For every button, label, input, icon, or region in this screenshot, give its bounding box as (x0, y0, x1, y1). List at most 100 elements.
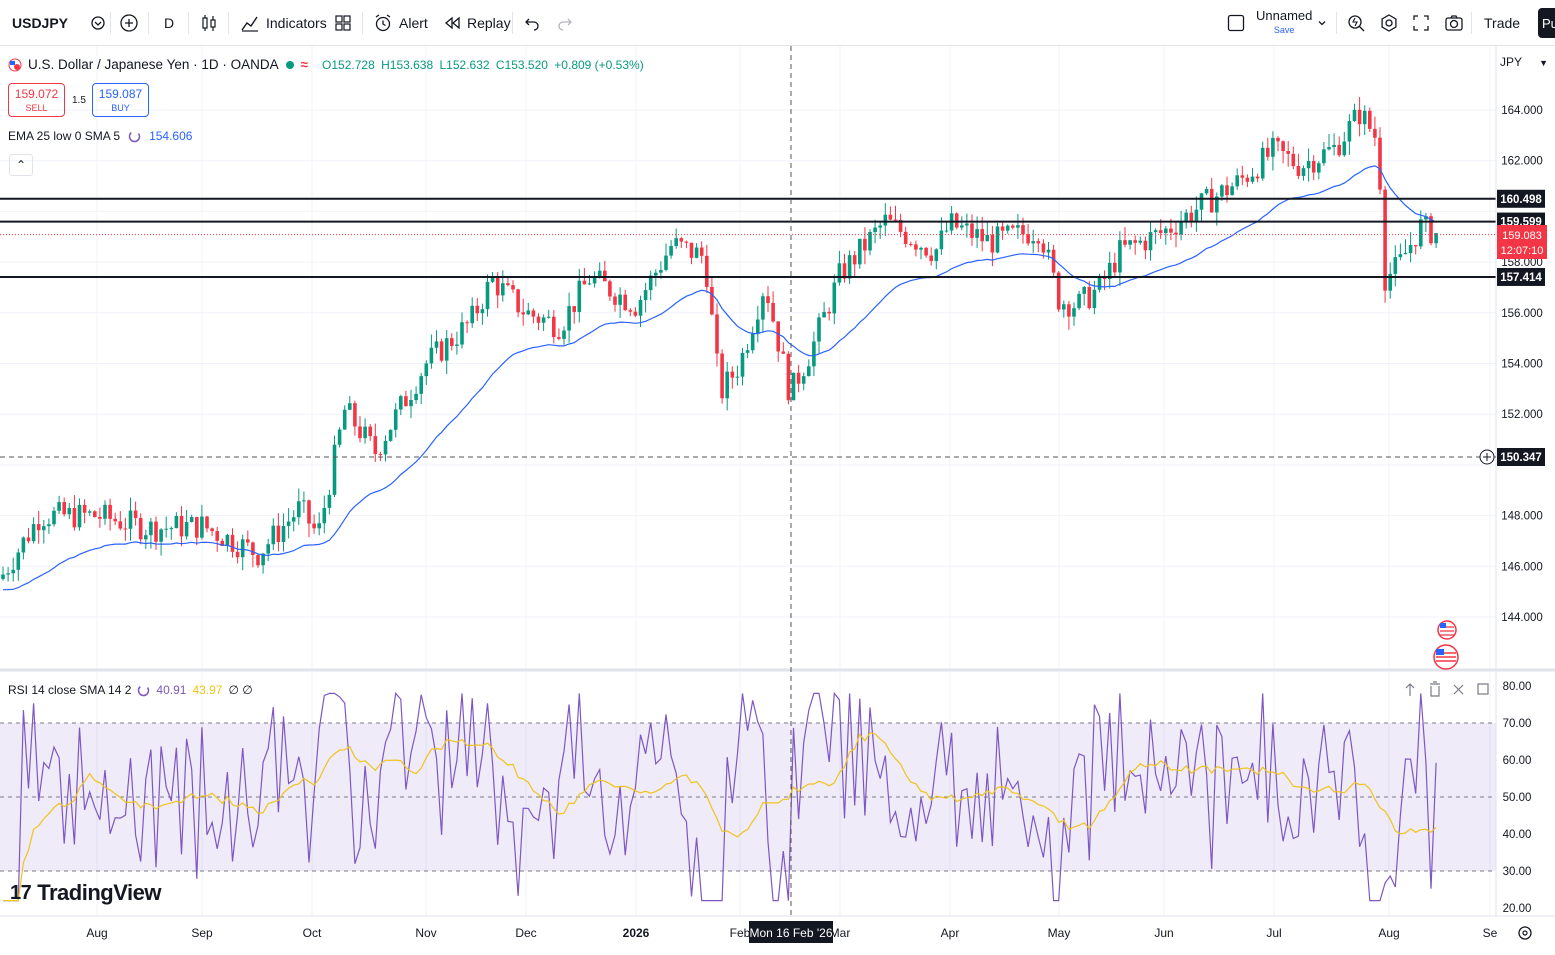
candle-body (1097, 276, 1102, 290)
rsi-tick-label: 60.00 (1503, 755, 1532, 767)
candle-body (980, 229, 984, 242)
candle-body (618, 294, 622, 305)
symbol-legend[interactable]: U.S. Dollar / Japanese Yen · 1D · OANDA … (8, 57, 647, 72)
candle-body (1209, 188, 1214, 213)
chevron-down-icon[interactable] (1316, 8, 1328, 38)
maximize-icon[interactable] (1477, 683, 1489, 695)
candle-body (414, 393, 418, 400)
candle-body (1352, 109, 1357, 121)
rsi-tick-label: 80.00 (1503, 681, 1532, 693)
price-scale[interactable]: 164.000 162.000 158.000 156.000 154.000 152.0… (1501, 105, 1543, 624)
candle-body (674, 238, 678, 246)
time-tick-label: May (1048, 926, 1071, 940)
trade-button[interactable]: Trade (1484, 8, 1520, 38)
rsi-legend[interactable]: RSI 14 close SMA 14 2 40.91 43.97 ∅ ∅ (8, 683, 253, 697)
redo-icon[interactable] (557, 8, 573, 38)
candle-body (842, 263, 847, 279)
buy-button[interactable]: 159.087 BUY (92, 83, 149, 117)
candle-body (985, 234, 990, 242)
candle-body (710, 286, 714, 315)
candle-body (93, 511, 97, 517)
quick-search-icon[interactable] (1346, 8, 1366, 38)
data-problem-icon[interactable]: ≈ (300, 57, 309, 72)
candle-body (699, 247, 704, 256)
rsi-extra-values: ∅ ∅ (228, 683, 253, 697)
camera-icon[interactable] (1444, 8, 1464, 38)
candle-body (638, 300, 643, 316)
candle-body (1225, 185, 1229, 196)
chart-type-icon[interactable] (200, 8, 218, 38)
rsi-scale[interactable]: 80.00 70.00 60.00 50.00 40.00 30.00 20.00 (1503, 681, 1532, 915)
candle-body (429, 347, 434, 364)
candle-body (1357, 109, 1362, 125)
event-flag-icons[interactable] (1433, 620, 1459, 670)
horizontal-levels[interactable] (0, 197, 1496, 278)
candle-body (108, 504, 112, 519)
close-icon[interactable] (1453, 684, 1464, 695)
chart-canvas[interactable]: 164.000 162.000 158.000 156.000 154.000 152.0… (0, 46, 1555, 955)
candle-body (1281, 141, 1285, 152)
candle-body (990, 234, 995, 253)
ema-value: 154.606 (149, 129, 193, 143)
level-tag (1497, 189, 1545, 208)
collapse-legend-button[interactable]: ⌃ (9, 154, 33, 176)
candle-body (1036, 241, 1041, 244)
candle-body (893, 219, 898, 221)
tradingview-logo[interactable]: 17 TradingView (10, 880, 161, 906)
layout-name-button[interactable]: Unnamed Save (1256, 9, 1312, 37)
replay-button[interactable]: Replay (443, 8, 511, 38)
top-toolbar: USDJPY D Indicators Alert Replay Unname (0, 0, 1555, 46)
interval-button[interactable]: D (164, 8, 174, 38)
candle-body (195, 517, 199, 538)
candle-body (1322, 149, 1326, 164)
time-axis[interactable]: Aug Sep Oct Nov Dec 2026 Feb Mar Apr May Jun Jul Aug… (86, 926, 1497, 940)
alert-button[interactable]: Alert (373, 8, 428, 38)
candle-body (1092, 289, 1097, 309)
indicators-button[interactable]: Indicators (240, 8, 327, 38)
trash-icon[interactable] (1430, 681, 1440, 697)
templates-icon[interactable] (334, 8, 352, 38)
compare-symbol-icon[interactable] (90, 8, 106, 38)
candle-body (465, 322, 469, 324)
settings-gear-icon[interactable] (1379, 8, 1399, 38)
fullscreen-icon[interactable] (1412, 8, 1430, 38)
candle-body (1077, 293, 1081, 309)
layout-checkbox[interactable] (1227, 8, 1245, 38)
candle-body (1393, 257, 1398, 274)
arrow-up-icon[interactable] (1405, 683, 1415, 696)
candle-body (796, 372, 801, 384)
candle-body (327, 494, 332, 508)
candle-body (511, 285, 515, 290)
candle-body (1373, 128, 1377, 138)
crosshair-date-tag: Mon 16 Feb '26 (749, 921, 833, 943)
candle-body (77, 504, 82, 528)
undo-icon[interactable] (524, 8, 540, 38)
currency-selector[interactable]: JPY ▼ (1500, 55, 1550, 77)
candle-body (215, 531, 219, 541)
candle-body (898, 219, 903, 232)
settings-gear-icon[interactable] (1518, 926, 1532, 940)
us-japan-flag-icon (8, 58, 22, 71)
candle-body (1026, 234, 1030, 244)
candle-body (664, 255, 668, 270)
candle-body (1087, 287, 1092, 309)
candle-body (11, 569, 15, 574)
replay-label: Replay (467, 15, 511, 31)
tradingview-wordmark: TradingView (37, 880, 161, 905)
rsi-pane-controls[interactable] (1405, 681, 1489, 697)
candle-body (1082, 287, 1086, 294)
candle-body (1169, 228, 1173, 233)
candle-body (1408, 245, 1413, 254)
candle-body (1383, 189, 1387, 291)
candle-body (210, 528, 214, 532)
ohlc-values: O152.728 H153.638 L152.632 C153.520 +0.8… (322, 58, 647, 72)
candle-body (113, 518, 117, 522)
candle-body (587, 283, 592, 285)
add-symbol-icon[interactable] (119, 8, 139, 38)
ema-legend[interactable]: EMA 25 low 0 SMA 5 154.606 (8, 129, 192, 143)
candle-body (332, 444, 337, 495)
candle-body (1128, 240, 1132, 245)
symbol-search-button[interactable]: USDJPY (6, 8, 110, 38)
sell-button[interactable]: 159.072 SELL (8, 83, 65, 117)
publish-button[interactable]: Pu (1538, 8, 1555, 38)
